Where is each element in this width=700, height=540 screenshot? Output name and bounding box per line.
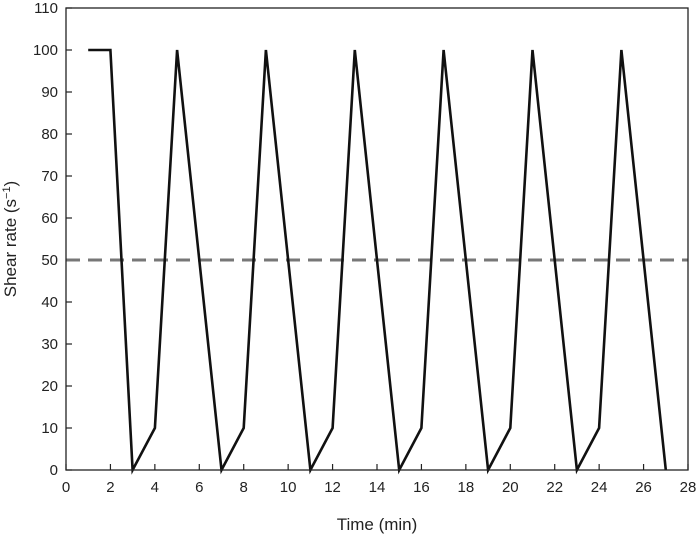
y-tick-label: 110 [34, 0, 58, 17]
x-tick-label: 16 [413, 479, 430, 496]
x-tick-label: 12 [324, 479, 341, 496]
x-tick-label: 18 [458, 479, 475, 496]
x-tick-label: 10 [280, 479, 297, 496]
plot-frame [65, 7, 689, 471]
x-axis-ticks: 0 2 4 6 8 10 12 14 16 18 20 22 24 26 28 [62, 464, 697, 496]
x-tick-label: 28 [680, 479, 697, 496]
y-tick-label: 40 [41, 294, 58, 311]
y-axis-label-main: Shear rate (s [1, 199, 20, 297]
y-axis-label-close: ) [1, 181, 20, 187]
x-tick-label: 2 [106, 479, 114, 496]
x-tick-label: 20 [502, 479, 519, 496]
y-axis-ticks: 0 10 20 30 40 50 60 70 80 90 100 110 [33, 0, 72, 479]
y-tick-label: 30 [41, 336, 58, 353]
x-tick-label: 0 [62, 479, 70, 496]
series-lines [88, 48, 668, 475]
y-axis-label: Shear rate (s−1) [1, 181, 20, 297]
y-tick-label: 90 [41, 84, 58, 101]
series-line-0 [88, 48, 668, 475]
x-axis-label: Time (min) [337, 515, 418, 534]
y-tick-label: 50 [41, 252, 58, 269]
x-tick-label: 24 [591, 479, 608, 496]
x-tick-label: 14 [369, 479, 386, 496]
y-axis-label-superscript: −1 [1, 186, 13, 199]
x-tick-label: 4 [151, 479, 159, 496]
y-tick-label: 10 [41, 420, 58, 437]
y-tick-label: 0 [50, 462, 58, 479]
x-tick-label: 22 [546, 479, 563, 496]
y-tick-label: 60 [41, 210, 58, 227]
y-tick-label: 80 [41, 126, 58, 143]
y-tick-label: 70 [41, 168, 58, 185]
x-tick-label: 6 [195, 479, 203, 496]
x-tick-label: 8 [240, 479, 248, 496]
y-tick-label: 20 [41, 378, 58, 395]
x-tick-label: 26 [635, 479, 652, 496]
y-tick-label: 100 [33, 42, 58, 59]
